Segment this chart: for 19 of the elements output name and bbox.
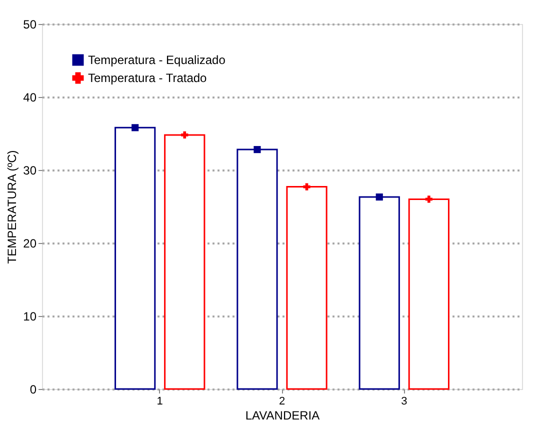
y-tick-label: 20 bbox=[23, 236, 37, 250]
legend-label: Temperatura - Equalizado bbox=[88, 53, 226, 67]
y-tick-label: 40 bbox=[23, 90, 37, 104]
x-tick-label: 3 bbox=[401, 396, 408, 408]
bar bbox=[114, 126, 156, 390]
bar bbox=[408, 198, 450, 390]
y-tick-label: 50 bbox=[23, 18, 37, 32]
bar bbox=[236, 148, 278, 390]
y-tick-label: 0 bbox=[30, 382, 37, 396]
y-tick-label: 30 bbox=[23, 164, 37, 178]
y-axis-title: TEMPERATURA (ºC) bbox=[5, 150, 20, 264]
bar bbox=[286, 186, 328, 390]
x-axis-title: LAVANDERIA bbox=[245, 408, 320, 422]
legend-label: Temperatura - Tratado bbox=[88, 71, 208, 85]
x-tick-label: 2 bbox=[278, 396, 286, 408]
y-tick-label: 10 bbox=[23, 310, 37, 324]
bar bbox=[358, 196, 400, 390]
x-tick-label: 1 bbox=[156, 396, 163, 408]
bar bbox=[164, 134, 206, 390]
